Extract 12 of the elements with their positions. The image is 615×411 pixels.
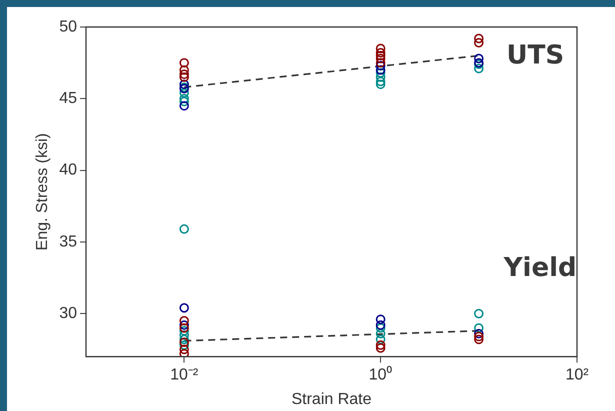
x-tick-label: 10² <box>565 366 590 384</box>
x-tick-label: 10⁰ <box>368 366 392 384</box>
annotation: Yield <box>502 253 577 284</box>
y-tick-label: 30 <box>59 305 78 322</box>
x-tick-label: 10⁻² <box>170 366 199 384</box>
y-tick-label: 40 <box>59 162 78 179</box>
y-tick-label: 50 <box>59 18 78 36</box>
x-axis-title: Strain Rate <box>291 390 372 408</box>
y-axis-title: Eng. Stress (ksi) <box>34 133 52 250</box>
y-tick-label: 45 <box>59 90 78 108</box>
y-tick-label: 35 <box>59 233 78 250</box>
annotation: UTS <box>506 40 564 70</box>
